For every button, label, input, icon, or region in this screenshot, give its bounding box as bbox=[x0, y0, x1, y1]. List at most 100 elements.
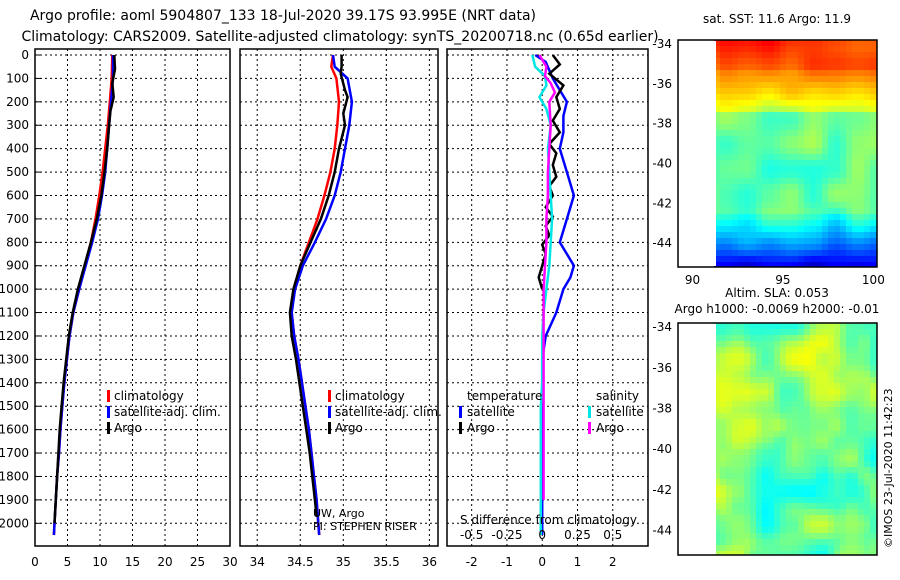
map-cell bbox=[774, 503, 780, 509]
map-cell bbox=[714, 70, 720, 76]
map-cell bbox=[870, 190, 876, 196]
map-cell bbox=[720, 413, 726, 419]
map-cell bbox=[786, 527, 792, 533]
map-cell bbox=[852, 238, 858, 244]
map-cell bbox=[762, 545, 768, 551]
map-cell bbox=[816, 455, 822, 461]
depth-tick-label: 2000 bbox=[0, 516, 29, 530]
map-cell bbox=[732, 413, 738, 419]
map-cell bbox=[738, 244, 744, 250]
map-cell bbox=[870, 184, 876, 190]
map-cell bbox=[816, 497, 822, 503]
map-cell bbox=[750, 220, 756, 226]
map-cell bbox=[732, 196, 738, 202]
map-cell bbox=[804, 419, 810, 425]
map-cell bbox=[792, 389, 798, 395]
map-cell bbox=[816, 467, 822, 473]
map-cell bbox=[780, 389, 786, 395]
map-cell bbox=[738, 46, 744, 52]
map-cell bbox=[720, 383, 726, 389]
map-cell bbox=[768, 250, 774, 256]
map-cell bbox=[756, 527, 762, 533]
map-cell bbox=[798, 461, 804, 467]
map-cell bbox=[852, 250, 858, 256]
salinity-panel: 34 34.5 35 35.5 36 climatology satellite-adj… bbox=[239, 48, 442, 569]
map-cell bbox=[858, 509, 864, 515]
map-cell bbox=[774, 94, 780, 100]
map-cell bbox=[774, 136, 780, 142]
map-cell bbox=[870, 383, 876, 389]
map-cell bbox=[738, 419, 744, 425]
map-cell bbox=[780, 40, 786, 46]
map-cell bbox=[756, 497, 762, 503]
map-cell bbox=[774, 52, 780, 58]
map-cell bbox=[834, 118, 840, 124]
map-cell bbox=[852, 491, 858, 497]
map-cell bbox=[822, 479, 828, 485]
map-cell bbox=[786, 509, 792, 515]
map-cell bbox=[810, 136, 816, 142]
map-cell bbox=[834, 533, 840, 539]
map-cell bbox=[792, 82, 798, 88]
map-cell bbox=[738, 467, 744, 473]
map-cell bbox=[834, 503, 840, 509]
map-cell bbox=[804, 208, 810, 214]
map-cell bbox=[822, 365, 828, 371]
map-cell bbox=[834, 88, 840, 94]
map-cell bbox=[852, 226, 858, 232]
map-cell bbox=[732, 70, 738, 76]
map-cell bbox=[726, 64, 732, 70]
depth-tick-label: 500 bbox=[6, 165, 29, 179]
map-cell bbox=[828, 136, 834, 142]
map-cell bbox=[828, 40, 834, 46]
map-cell bbox=[858, 437, 864, 443]
map-cell bbox=[780, 172, 786, 178]
map-cell bbox=[852, 58, 858, 64]
map-cell bbox=[834, 359, 840, 365]
map-cell bbox=[798, 419, 804, 425]
map-cell bbox=[852, 40, 858, 46]
map-cell bbox=[720, 539, 726, 545]
map-cell bbox=[768, 323, 774, 329]
map-cell bbox=[822, 220, 828, 226]
map-cell bbox=[804, 52, 810, 58]
map-cell bbox=[834, 256, 840, 262]
map-cell bbox=[768, 491, 774, 497]
map-cell bbox=[798, 190, 804, 196]
map-cell bbox=[846, 407, 852, 413]
map-cell bbox=[816, 353, 822, 359]
map-cell bbox=[756, 184, 762, 190]
map-cell bbox=[858, 365, 864, 371]
map-cell bbox=[732, 214, 738, 220]
map-cell bbox=[714, 323, 720, 329]
map-cell bbox=[780, 437, 786, 443]
map-cell bbox=[858, 371, 864, 377]
map-cell bbox=[840, 112, 846, 118]
map-cell bbox=[828, 515, 834, 521]
map-cell bbox=[852, 341, 858, 347]
map-cell bbox=[732, 184, 738, 190]
map-cell bbox=[870, 196, 876, 202]
legend-label-temp-satellite: satellite bbox=[467, 405, 515, 419]
map-cell bbox=[780, 100, 786, 106]
map-cell bbox=[822, 341, 828, 347]
map-cell bbox=[732, 377, 738, 383]
map-cell bbox=[720, 437, 726, 443]
map-cell bbox=[804, 214, 810, 220]
map-cell bbox=[858, 160, 864, 166]
map-cell bbox=[870, 46, 876, 52]
map-cell bbox=[798, 220, 804, 226]
map-cell bbox=[714, 467, 720, 473]
map-cell bbox=[852, 467, 858, 473]
map-cell bbox=[744, 226, 750, 232]
map-cell bbox=[792, 256, 798, 262]
map-cell bbox=[756, 431, 762, 437]
map-cell bbox=[732, 118, 738, 124]
map-cell bbox=[732, 503, 738, 509]
map-cell bbox=[858, 232, 864, 238]
map-cell bbox=[726, 70, 732, 76]
map-cell bbox=[798, 88, 804, 94]
map-cell bbox=[798, 485, 804, 491]
map-cell bbox=[732, 521, 738, 527]
map-cell bbox=[852, 545, 858, 551]
